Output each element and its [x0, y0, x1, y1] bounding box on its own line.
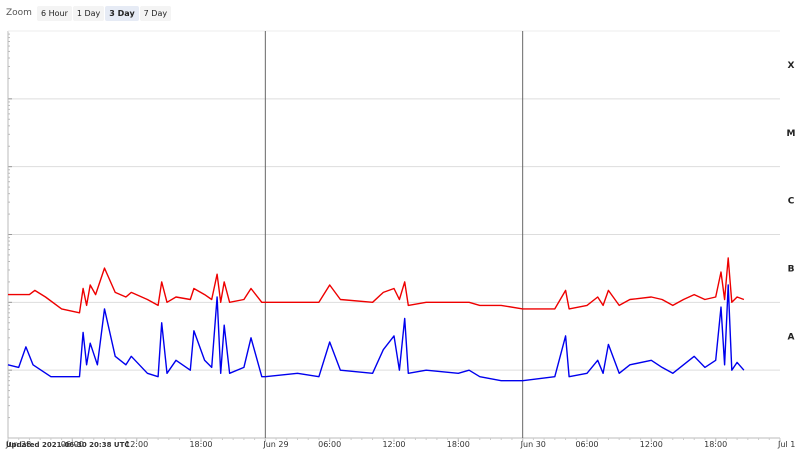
x-axis-tick-label: Jun 30 — [520, 440, 546, 449]
x-axis-tick-label: Jul 1 — [777, 440, 795, 449]
zoom-7-day-button[interactable]: 7 Day — [139, 5, 172, 21]
zoom-1-day-button[interactable]: 1 Day — [72, 5, 105, 21]
x-axis-tick-label: 06:00 — [318, 440, 341, 449]
x-axis-tick-label: 06:00 — [61, 440, 84, 449]
x-axis-tick-label: 18:00 — [189, 440, 212, 449]
zoom-6-hour-button[interactable]: 6 Hour — [36, 5, 72, 21]
x-axis-tick-label: 06:00 — [575, 440, 598, 449]
x-axis-tick-label: 18:00 — [447, 440, 470, 449]
x-axis-tick-label: 18:00 — [704, 440, 727, 449]
x-axis-tick-label: 12:00 — [382, 440, 405, 449]
x-axis-tick-label: 12:00 — [640, 440, 663, 449]
flux-class-label-x: X — [788, 61, 795, 71]
flux-class-label-c: C — [788, 197, 795, 207]
flux-class-label-a: A — [788, 332, 795, 342]
zoom-label: Zoom — [6, 8, 32, 18]
flux-class-label-m: M — [787, 129, 796, 139]
zoom-toolbar: Zoom 6 Hour 1 Day 3 Day 7 Day — [6, 4, 172, 22]
x-axis-tick-label: Jun 28 — [5, 440, 31, 449]
series-line-red — [8, 257, 745, 314]
x-axis-tick-label: Jun 29 — [262, 440, 288, 449]
series-line-blue — [7, 284, 745, 382]
x-axis-tick-label: 12:00 — [125, 440, 148, 449]
zoom-3-day-button[interactable]: 3 Day — [105, 5, 139, 21]
updated-timestamp: Updated 2021-06-30 20:38 UTC — [6, 441, 130, 449]
flux-class-label-b: B — [788, 264, 795, 274]
